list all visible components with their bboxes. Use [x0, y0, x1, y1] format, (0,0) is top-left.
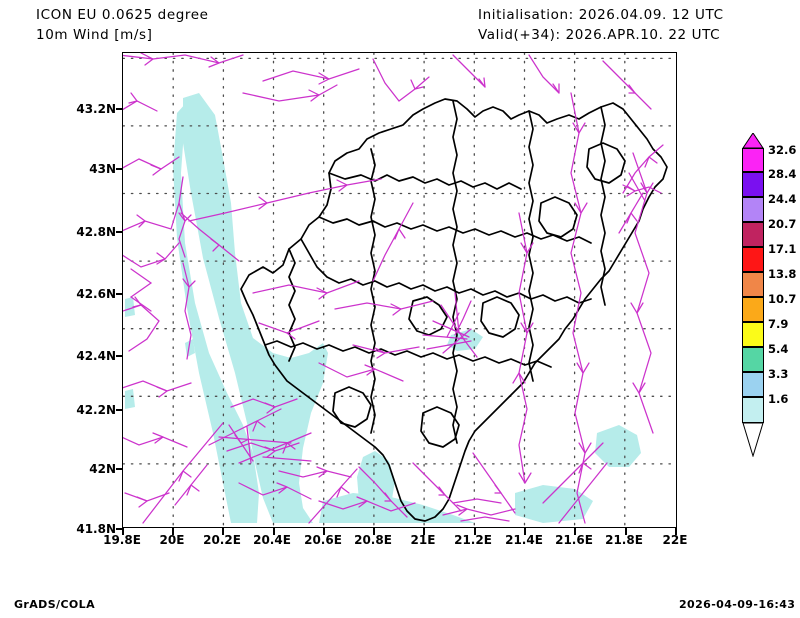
y-tick-label-41.8N: 41.8N: [76, 522, 116, 536]
x-tick-label-20E: 20E: [159, 533, 185, 547]
colorbar-label-3.3: 3.3: [768, 367, 789, 381]
colorbar-band-4: [742, 322, 764, 347]
y-tick-label-42.6N: 42.6N: [76, 287, 116, 301]
y-tick-label-43.2N: 43.2N: [76, 102, 116, 116]
x-tickmark: [273, 528, 275, 535]
x-tick-label-19.8E: 19.8E: [103, 533, 141, 547]
colorbar-band-9: [742, 197, 764, 222]
y-tickmark: [116, 168, 123, 170]
y-tickmark: [116, 468, 123, 470]
x-tickmark: [323, 528, 325, 535]
wind-vector-field: [123, 53, 664, 524]
y-tickmark: [116, 355, 123, 357]
y-tickmark: [116, 293, 123, 295]
model-title: ICON EU 0.0625 degree: [36, 7, 209, 23]
colorbar-band-2: [742, 372, 764, 397]
y-tickmark: [116, 409, 123, 411]
colorbar-band-10: [742, 172, 764, 197]
x-tick-label-21.4E: 21.4E: [505, 533, 543, 547]
x-tickmark: [675, 528, 677, 535]
colorbar-label-10.7: 10.7: [768, 292, 797, 306]
colorbar-label-28.4: 28.4: [768, 167, 797, 181]
x-tick-label-20.8E: 20.8E: [354, 533, 392, 547]
colorbar-band-5: [742, 297, 764, 322]
wind-speed-colorbar: 32.6 28.4 24.4 20.7 17.1 13.8 10.7 7.9 5…: [742, 133, 796, 457]
y-tickmark: [116, 528, 123, 530]
valid-time-label: Valid(+34): 2026.APR.10. 22 UTC: [478, 27, 721, 43]
x-tick-label-20.4E: 20.4E: [253, 533, 291, 547]
x-tick-label-20.2E: 20.2E: [203, 533, 241, 547]
x-tickmark: [222, 528, 224, 535]
x-tickmark: [474, 528, 476, 535]
y-tick-label-42.2N: 42.2N: [76, 403, 116, 417]
colorbar-label-17.1: 17.1: [768, 242, 797, 256]
colorbar-label-5.4: 5.4: [768, 342, 789, 356]
x-tickmark: [524, 528, 526, 535]
y-tick-label-42.4N: 42.4N: [76, 349, 116, 363]
x-tick-label-21.6E: 21.6E: [555, 533, 593, 547]
colorbar-label-24.4: 24.4: [768, 192, 797, 206]
colorbar-band-1: [742, 397, 764, 423]
wind-speed-shading: [125, 93, 641, 523]
colorbar-band-3: [742, 347, 764, 372]
map-canvas: [123, 53, 675, 526]
y-tickmark: [116, 231, 123, 233]
y-tick-label-43N: 43N: [89, 162, 116, 176]
x-tickmark: [172, 528, 174, 535]
render-timestamp: 2026-04-09-16:43: [679, 598, 796, 611]
colorbar-band-11: [742, 148, 764, 172]
variable-title: 10m Wind [m/s]: [36, 27, 153, 43]
x-tick-label-21E: 21E: [410, 533, 436, 547]
colorbar-band-6: [742, 272, 764, 297]
colorbar-label-32.6: 32.6: [768, 143, 797, 157]
producer-credit: GrADS/COLA: [14, 598, 95, 611]
initialisation-label: Initialisation: 2026.04.09. 12 UTC: [478, 7, 724, 23]
y-tickmark: [116, 108, 123, 110]
x-tick-label-21.2E: 21.2E: [454, 533, 492, 547]
y-tick-label-42.8N: 42.8N: [76, 225, 116, 239]
x-tickmark: [625, 528, 627, 535]
x-tick-label-22E: 22E: [662, 533, 688, 547]
y-tick-label-42N: 42N: [89, 462, 116, 476]
colorbar-band-8: [742, 222, 764, 247]
x-tickmark: [574, 528, 576, 535]
map-plot-area: [122, 52, 677, 528]
colorbar-label-13.8: 13.8: [768, 267, 797, 281]
x-tickmark: [373, 528, 375, 535]
colorbar-label-20.7: 20.7: [768, 217, 797, 231]
x-tick-label-20.6E: 20.6E: [304, 533, 342, 547]
x-tick-label-21.8E: 21.8E: [605, 533, 643, 547]
x-tickmark: [122, 528, 124, 535]
colorbar-label-1.6: 1.6: [768, 392, 789, 406]
administrative-boundaries: [240, 98, 668, 522]
colorbar-under-arrow: [742, 423, 764, 457]
colorbar-label-7.9: 7.9: [768, 317, 789, 331]
colorbar-over-arrow: [742, 133, 764, 149]
x-tickmark: [423, 528, 425, 535]
colorbar-band-7: [742, 247, 764, 272]
